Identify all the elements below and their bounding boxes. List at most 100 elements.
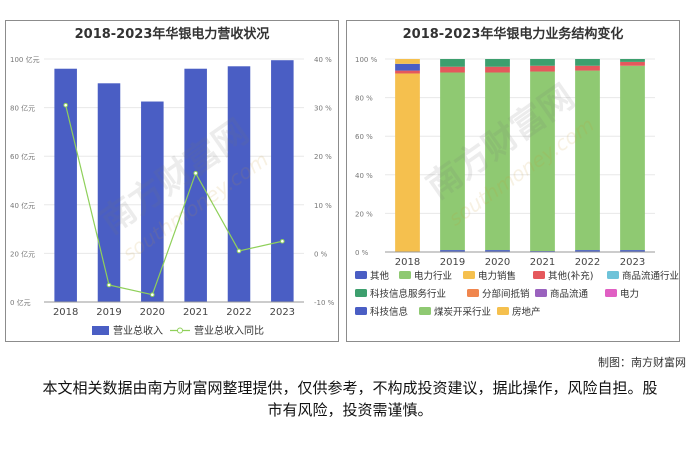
stack-segment xyxy=(575,65,600,71)
x-tick-label: 2019 xyxy=(440,257,465,268)
y-tick-label: 100 % xyxy=(355,56,378,64)
yoy-growth-point xyxy=(106,282,112,288)
y-right-tick-label: 20 % xyxy=(314,153,332,161)
legend-label: 煤炭开采行业 xyxy=(434,306,491,318)
y-right-tick-label: 30 % xyxy=(314,105,332,113)
x-tick-label: 2022 xyxy=(575,257,600,268)
stack-segment xyxy=(530,59,555,66)
x-tick-label: 2021 xyxy=(183,307,208,318)
stack-segment xyxy=(575,70,600,251)
y-left-tick-label: 60 亿元 xyxy=(10,152,35,161)
legend-swatch xyxy=(355,271,367,279)
stack-segment xyxy=(395,59,420,64)
legend-label-yoy: 营业总收入同比 xyxy=(194,324,264,337)
business-structure-chart-title: 2018-2023年华银电力业务结构变化 xyxy=(402,27,624,42)
stack-segment xyxy=(530,65,555,72)
legend-label: 电力行业 xyxy=(414,270,452,282)
stack-segment xyxy=(620,61,645,66)
x-tick-label: 2021 xyxy=(530,257,555,268)
stack-segment xyxy=(620,59,645,62)
legend-swatch xyxy=(355,289,367,297)
legend-swatch xyxy=(607,271,619,279)
y-left-tick-label: 80 亿元 xyxy=(10,104,35,113)
stack-segment xyxy=(440,66,465,73)
legend-swatch xyxy=(497,307,509,315)
x-tick-label: 2019 xyxy=(96,307,121,318)
business-structure-chart-panel: 2018-2023年华银电力业务结构变化 0 % 20 % 40 % 60 % 80 %… xyxy=(346,20,680,342)
legend-label: 其他(补充) xyxy=(548,270,593,282)
legend-swatch xyxy=(463,271,475,279)
y-right-tick-label: 40 % xyxy=(314,56,332,64)
yoy-growth-point xyxy=(280,238,285,244)
stack-segment xyxy=(395,70,420,74)
yoy-growth-point xyxy=(193,170,198,176)
stack-segment xyxy=(395,73,420,252)
stack-segment xyxy=(440,250,465,252)
y-right-tick-label: 10 % xyxy=(314,202,332,210)
stack-segment xyxy=(440,59,465,67)
legend-label: 电力销售 xyxy=(478,270,516,282)
x-tick-label: 2023 xyxy=(270,307,295,318)
revenue-bar xyxy=(184,68,207,302)
stack-segment xyxy=(485,66,510,73)
yoy-growth-line xyxy=(65,105,283,296)
stack-segment xyxy=(530,71,555,252)
legend-swatch-revenue xyxy=(92,326,109,335)
legend-marker-yoy xyxy=(177,327,183,334)
x-tick-label: 2018 xyxy=(395,257,420,268)
legend-swatch xyxy=(355,307,367,315)
y-tick-label: 40 % xyxy=(355,172,373,180)
stack-segment xyxy=(620,250,645,252)
legend-label: 房地产 xyxy=(512,306,541,318)
stack-segment xyxy=(395,63,420,71)
y-left-tick-label: 100 亿元 xyxy=(10,55,40,64)
stack-segment xyxy=(620,65,645,251)
x-tick-label: 2023 xyxy=(620,257,645,268)
y-left-tick-label: 20 亿元 xyxy=(10,249,35,258)
legend-swatch xyxy=(467,289,479,297)
revenue-bar xyxy=(141,101,164,303)
yoy-growth-point xyxy=(63,102,68,108)
legend-label: 科技信息服务行业 xyxy=(370,288,446,300)
revenue-chart-panel: 2018-2023年华银电力营收状况 0 亿元 20 亿元 40 亿元 60 亿元 80… xyxy=(5,20,339,342)
legend-swatch xyxy=(399,271,411,279)
business-structure-chart: 0 % 20 % 40 % 60 % 80 % 100 % 2018 2019 2020 2021… xyxy=(355,56,679,318)
legend-label: 其他 xyxy=(370,270,390,282)
legend-swatch xyxy=(535,289,547,297)
legend-swatch xyxy=(605,289,617,297)
legend-swatch xyxy=(533,271,545,279)
revenue-chart-title: 2018-2023年华银电力营收状况 xyxy=(74,27,270,42)
x-tick-label: 2020 xyxy=(140,307,165,318)
legend-label: 分部间抵销 xyxy=(482,288,530,300)
stack-segment xyxy=(440,72,465,251)
revenue-bar xyxy=(227,66,251,302)
legend-label: 电力 xyxy=(620,288,639,300)
revenue-bar xyxy=(271,60,294,303)
legend-label-revenue: 营业总收入 xyxy=(113,324,163,337)
stack-segment xyxy=(575,59,600,66)
yoy-growth-point xyxy=(236,248,242,254)
legend-label: 商品流通行业 xyxy=(622,270,679,282)
y-right-tick-label: -10 % xyxy=(314,299,335,307)
legend-label: 商品流通 xyxy=(550,288,589,300)
source-credit: 制图：南方财富网 xyxy=(598,356,686,369)
y-tick-label: 60 % xyxy=(355,133,373,141)
legend-label: 科技信息 xyxy=(370,306,408,318)
x-tick-label: 2020 xyxy=(485,257,510,268)
stack-segment xyxy=(485,59,510,67)
stack-segment xyxy=(575,250,600,252)
x-tick-label: 2022 xyxy=(226,307,251,318)
y-tick-label: 0 % xyxy=(355,249,369,257)
legend-swatch xyxy=(419,307,431,315)
revenue-bar xyxy=(97,83,121,302)
y-tick-label: 80 % xyxy=(355,95,373,103)
stack-segment xyxy=(485,72,510,251)
y-left-tick-label: 40 亿元 xyxy=(10,201,35,210)
x-tick-label: 2018 xyxy=(53,307,78,318)
revenue-chart: 0 亿元 20 亿元 40 亿元 60 亿元 80 亿元 100 亿元 -10 % 0 % 10… xyxy=(10,55,335,337)
yoy-growth-point xyxy=(150,292,155,298)
y-tick-label: 20 % xyxy=(355,210,373,218)
stack-segment xyxy=(485,250,510,252)
y-left-tick-label: 0 亿元 xyxy=(10,298,31,307)
disclaimer-text: 本文相关数据由南方财富网整理提供，仅供参考，不构成投资建议，据此操作，风险自担。… xyxy=(42,379,658,419)
